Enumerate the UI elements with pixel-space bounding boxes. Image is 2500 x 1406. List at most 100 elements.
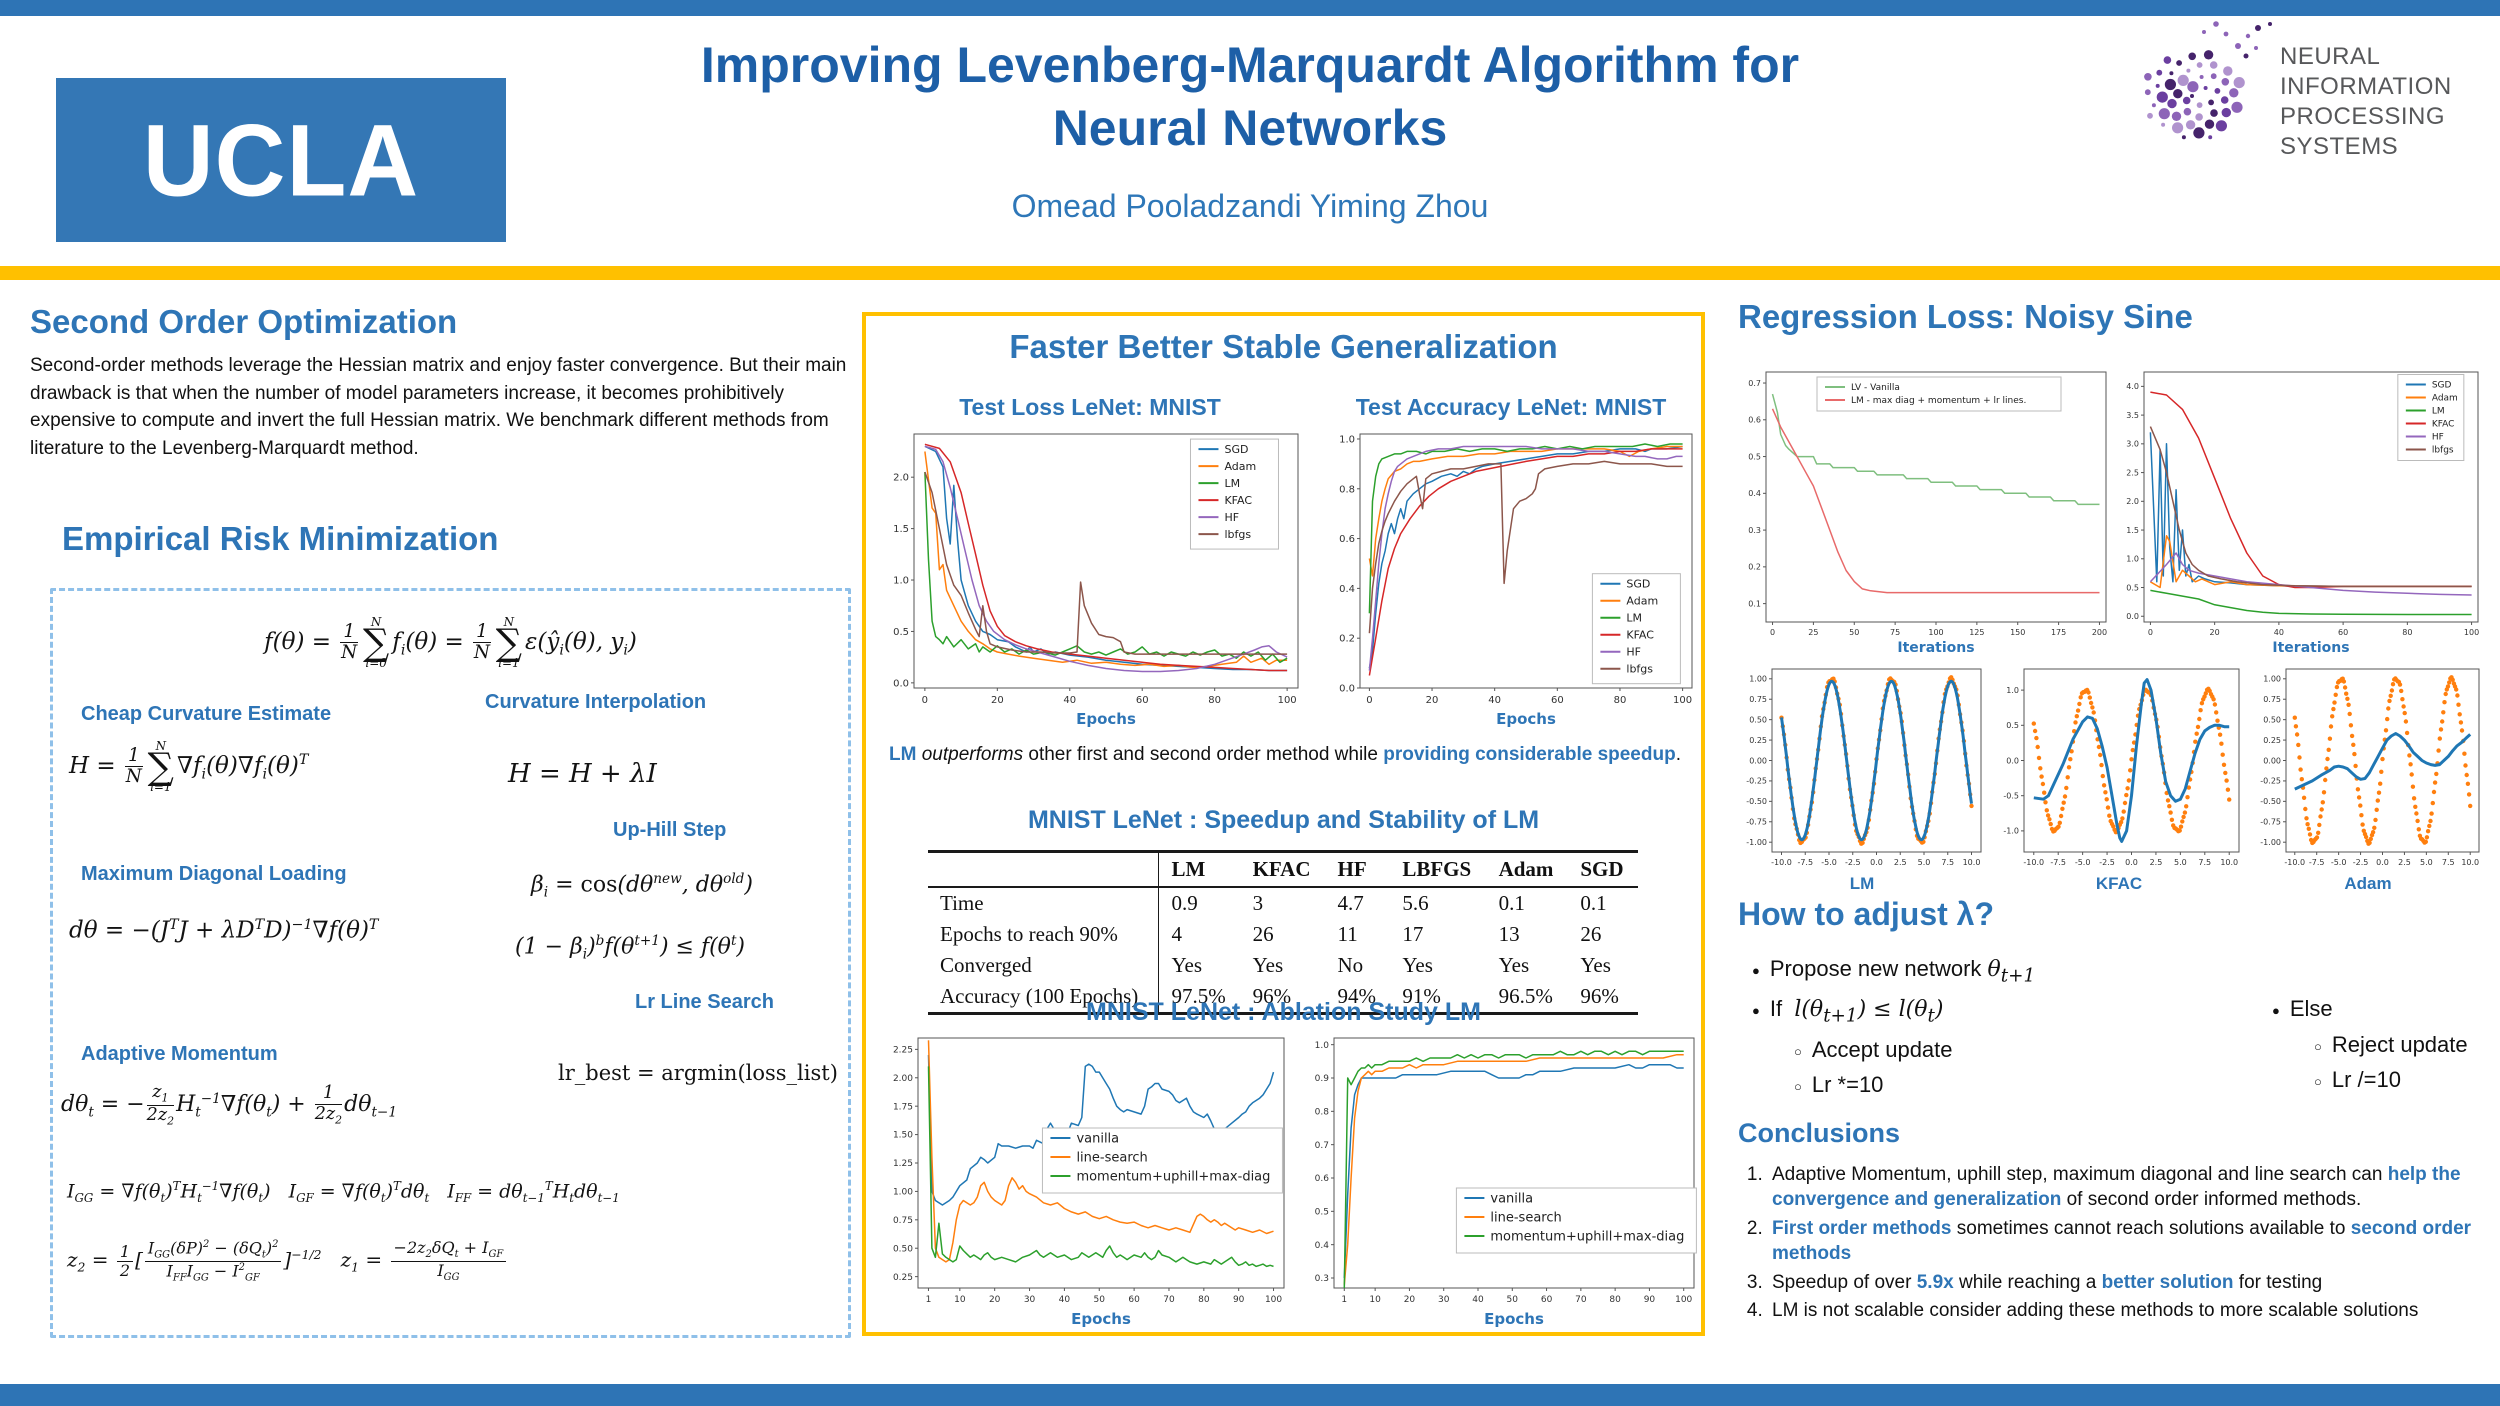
regression-vanilla-vs-lm-chart: 0 25 50 75 100 125 150 175 200 0.1 0.2 0.3 0.4 0.5 0.6… [1738, 366, 2112, 656]
bullet-icon: ● [1752, 1003, 1760, 1019]
sine-fit-adam-chart: -10.0 -7.5 -5.0 -2.5 0.0 2.5 5.0 7.5 10.0 -1.00 -0… [2252, 664, 2484, 870]
test-accuracy-chart-title: Test Accuracy LeNet: MNIST [1355, 394, 1667, 420]
lambda-if-branch: ● If l(θt+1) ≤ l(θt) ○ Accept update ○ Lr *… [1752, 996, 2272, 1106]
svg-text:-5.0: -5.0 [2075, 858, 2091, 867]
max-diag-formula: dθ = −(JTJ + λDTD)−1∇f(θ)T [69, 917, 379, 944]
svg-text:0.3: 0.3 [1315, 1274, 1329, 1284]
bullet-icon: ● [2272, 1003, 2280, 1019]
svg-text:-1.00: -1.00 [2260, 838, 2281, 847]
svg-text:60: 60 [2338, 628, 2348, 637]
svg-text:0.6: 0.6 [1748, 416, 1761, 425]
svg-text:PROCESSING: PROCESSING [2280, 103, 2445, 130]
svg-text:momentum+uphill+max-diag: momentum+uphill+max-diag [1076, 1170, 1270, 1185]
sine-fit-kfac-chart: -10.0 -7.5 -5.0 -2.5 0.0 2.5 5.0 7.5 10.0 -1.0 -0.… [1994, 664, 2244, 870]
neurips-logo-graphic: NEURAL INFORMATION PROCESSING SYSTEMS [2144, 21, 2451, 160]
svg-text:20: 20 [1404, 1295, 1416, 1305]
svg-text:KFAC: KFAC [2432, 420, 2455, 430]
svg-text:80: 80 [2402, 628, 2412, 637]
svg-text:30: 30 [1024, 1295, 1036, 1305]
erm-formula-box: f(θ) = 1 N N ∑ i=0 fi(θ) = 1 N N ∑ i=1 ε(ŷi(θ), yi… [50, 588, 851, 1338]
svg-text:0.0: 0.0 [1339, 684, 1355, 695]
svg-text:2.5: 2.5 [2150, 858, 2163, 867]
svg-text:80: 80 [1609, 1295, 1621, 1305]
adaptive-momentum-formula: dθt = − z1 2z2 Ht−1∇f(θt) + 1 2z2 dθt−1 [61, 1082, 398, 1128]
svg-text:0.00: 0.00 [1749, 756, 1767, 765]
svg-text:Epochs: Epochs [1071, 1310, 1131, 1328]
test-accuracy-chart: 0 20 40 60 80 100 0.0 0.2 0.4 0.6 0.8 1.0 Epochs SGD A… [1322, 426, 1702, 728]
label-adaptive-momentum: Adaptive Momentum [81, 1043, 278, 1065]
svg-text:0.6: 0.6 [1339, 534, 1355, 545]
label-cheap-curvature: Cheap Curvature Estimate [81, 703, 332, 725]
svg-text:0.50: 0.50 [893, 1244, 913, 1254]
svg-text:0.5: 0.5 [893, 627, 909, 638]
svg-text:Epochs: Epochs [1496, 710, 1556, 728]
second-order-paragraph: Second-order methods leverage the Hessia… [30, 355, 847, 459]
test-loss-chart: 0 20 40 60 80 100 0.0 0.5 1.0 1.5 2.0 Epochs SGD Adam… [876, 426, 1308, 728]
svg-text:-5.0: -5.0 [2331, 858, 2347, 867]
svg-text:20: 20 [1426, 695, 1439, 706]
svg-text:LM: LM [2432, 407, 2445, 417]
svg-text:Iterations: Iterations [1897, 640, 1974, 656]
svg-text:LM: LM [1626, 612, 1642, 625]
svg-text:60: 60 [1541, 1295, 1553, 1305]
svg-text:HF: HF [1224, 511, 1239, 524]
svg-text:0.9: 0.9 [1315, 1074, 1330, 1084]
section-title-second-order: Second Order Optimization [30, 303, 458, 340]
svg-text:80: 80 [1614, 695, 1627, 706]
panel-title-generalization: Faster Better Stable Generalization [1009, 328, 1558, 365]
svg-text:7.5: 7.5 [2198, 858, 2211, 867]
svg-text:4.0: 4.0 [2126, 382, 2139, 391]
section-title-lambda: How to adjust λ? [1738, 896, 1994, 932]
curvature-interp-formula: H = H + λI [508, 759, 657, 789]
svg-text:100: 100 [1265, 1295, 1282, 1305]
svg-text:50: 50 [1094, 1295, 1106, 1305]
lambda-bullet-else: ● Else [2272, 996, 2333, 1022]
svg-text:0.25: 0.25 [893, 1273, 913, 1283]
svg-text:10: 10 [1369, 1295, 1381, 1305]
regression-all-methods-chart: 0 20 40 60 80 100 0.0 0.5 1.0 1.5 2.0 2.5 3.0 3.5 4.0 I… [2116, 366, 2484, 656]
svg-text:60: 60 [1551, 695, 1564, 706]
fisher-terms-formula: IGG = ∇f(θt)THt−1∇f(θt) IGF = ∇f(θt)Tdθt… [67, 1179, 620, 1206]
svg-text:90: 90 [1644, 1295, 1656, 1305]
svg-text:-0.25: -0.25 [2260, 777, 2281, 786]
svg-text:60: 60 [1128, 1295, 1140, 1305]
svg-text:1.50: 1.50 [893, 1131, 913, 1141]
svg-text:1.00: 1.00 [893, 1188, 913, 1198]
svg-text:1: 1 [926, 1295, 932, 1305]
svg-text:2.5: 2.5 [2398, 858, 2411, 867]
svg-text:0.50: 0.50 [1749, 715, 1767, 724]
svg-text:2.25: 2.25 [893, 1046, 913, 1056]
svg-text:lbfgs: lbfgs [1626, 663, 1653, 676]
svg-text:HF: HF [2432, 433, 2444, 443]
conclusion-item: LM is not scalable consider adding these… [1768, 1298, 2500, 1323]
svg-text:100: 100 [1928, 628, 1943, 637]
svg-text:40: 40 [1488, 695, 1501, 706]
poster-authors: Omead Pooladzandi Yiming Zhou [1011, 188, 1489, 224]
svg-text:LV - Vanilla: LV - Vanilla [1851, 383, 1900, 393]
svg-text:100: 100 [1675, 1295, 1692, 1305]
svg-text:SGD: SGD [1224, 443, 1248, 456]
svg-text:0.75: 0.75 [893, 1216, 913, 1226]
svg-text:20: 20 [991, 695, 1004, 706]
ablation-title: MNIST LeNet : Ablation Study LM [1086, 998, 1481, 1026]
uphill-formula-b: (1 − βi)bf(θt+1) ≤ f(θt) [515, 933, 746, 963]
svg-text:0.25: 0.25 [1749, 736, 1767, 745]
svg-text:-0.25: -0.25 [1746, 777, 1767, 786]
svg-text:KFAC: KFAC [1224, 494, 1252, 507]
svg-text:10.0: 10.0 [2461, 858, 2479, 867]
lambda-bullet-lr-mult: ○ Lr *=10 [1794, 1071, 1884, 1097]
svg-text:2.0: 2.0 [893, 473, 909, 484]
svg-text:60: 60 [1136, 695, 1149, 706]
uphill-formula-a: βi = cos(dθnew, dθold) [531, 871, 754, 901]
label-max-diag: Maximum Diagonal Loading [81, 863, 347, 885]
erm-formula: f(θ) = 1 N N ∑ i=0 fi(θ) = 1 N N ∑ i=1 ε(ŷi(θ), yi… [264, 615, 637, 671]
svg-text:-7.5: -7.5 [2309, 858, 2325, 867]
conclusions-list: Adaptive Momentum, uphill step, maximum … [1742, 1162, 2500, 1324]
table-row: Epochs to reach 90% 4 26 11 17 13 26 [928, 919, 1638, 950]
table-row: Converged Yes Yes No Yes Yes Yes [928, 950, 1638, 981]
header-gold-divider [0, 266, 2500, 280]
label-lr-line-search: Lr Line Search [635, 991, 774, 1013]
svg-text:40: 40 [1472, 1295, 1484, 1305]
svg-text:10: 10 [954, 1295, 966, 1305]
